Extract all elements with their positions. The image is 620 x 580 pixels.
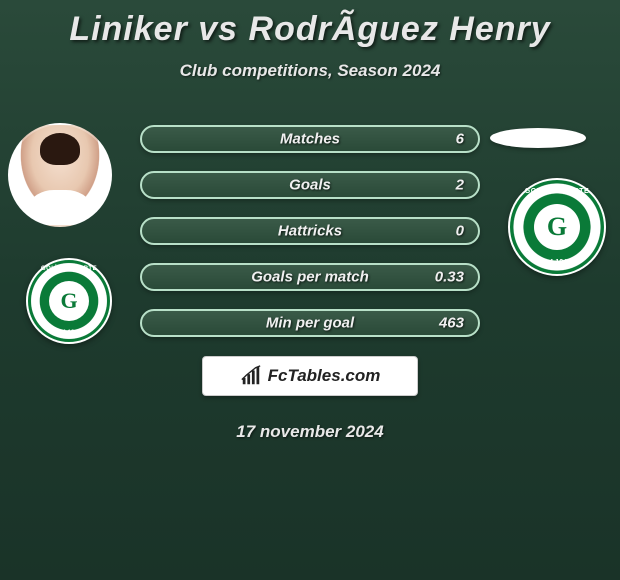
stat-row: Matches 6 [140, 125, 480, 153]
crest-letter: G [49, 281, 89, 321]
crest-top-text: GOIÁS ESPORTE [510, 188, 604, 195]
page-title: Liniker vs RodrÃ­guez Henry [0, 0, 620, 49]
crest-letter: G [534, 204, 580, 250]
crest-bottom-text: 6·4·1943 [28, 330, 110, 336]
stat-row: Goals 2 [140, 171, 480, 199]
brand-box: FcTables.com [202, 356, 418, 396]
stats-bars: Matches 6 Goals 2 Hattricks 0 Goals per … [140, 125, 480, 355]
stat-value: 0 [456, 223, 464, 240]
crest-top-text: GOIÁS ESPORTE [28, 266, 110, 272]
stat-label: Min per goal [266, 315, 354, 332]
subtitle: Club competitions, Season 2024 [0, 61, 620, 81]
player-avatar-left [8, 123, 112, 227]
player-avatar-right-placeholder [490, 128, 586, 148]
stat-label: Matches [280, 131, 340, 148]
chart-icon [240, 365, 262, 387]
crest-bottom-text: 6·4·1943 [510, 259, 604, 266]
stat-row: Min per goal 463 [140, 309, 480, 337]
stat-value: 2 [456, 177, 464, 194]
stat-value: 463 [439, 315, 464, 332]
stat-value: 6 [456, 131, 464, 148]
stat-row: Goals per match 0.33 [140, 263, 480, 291]
stat-label: Hattricks [278, 223, 342, 240]
date-text: 17 november 2024 [0, 422, 620, 442]
stat-label: Goals [289, 177, 331, 194]
club-crest-right: GOIÁS ESPORTE G 6·4·1943 [508, 178, 606, 276]
brand-text: FcTables.com [268, 366, 381, 386]
stat-row: Hattricks 0 [140, 217, 480, 245]
stat-value: 0.33 [435, 269, 464, 286]
stat-label: Goals per match [251, 269, 369, 286]
club-crest-left: GOIÁS ESPORTE G 6·4·1943 [26, 258, 112, 344]
